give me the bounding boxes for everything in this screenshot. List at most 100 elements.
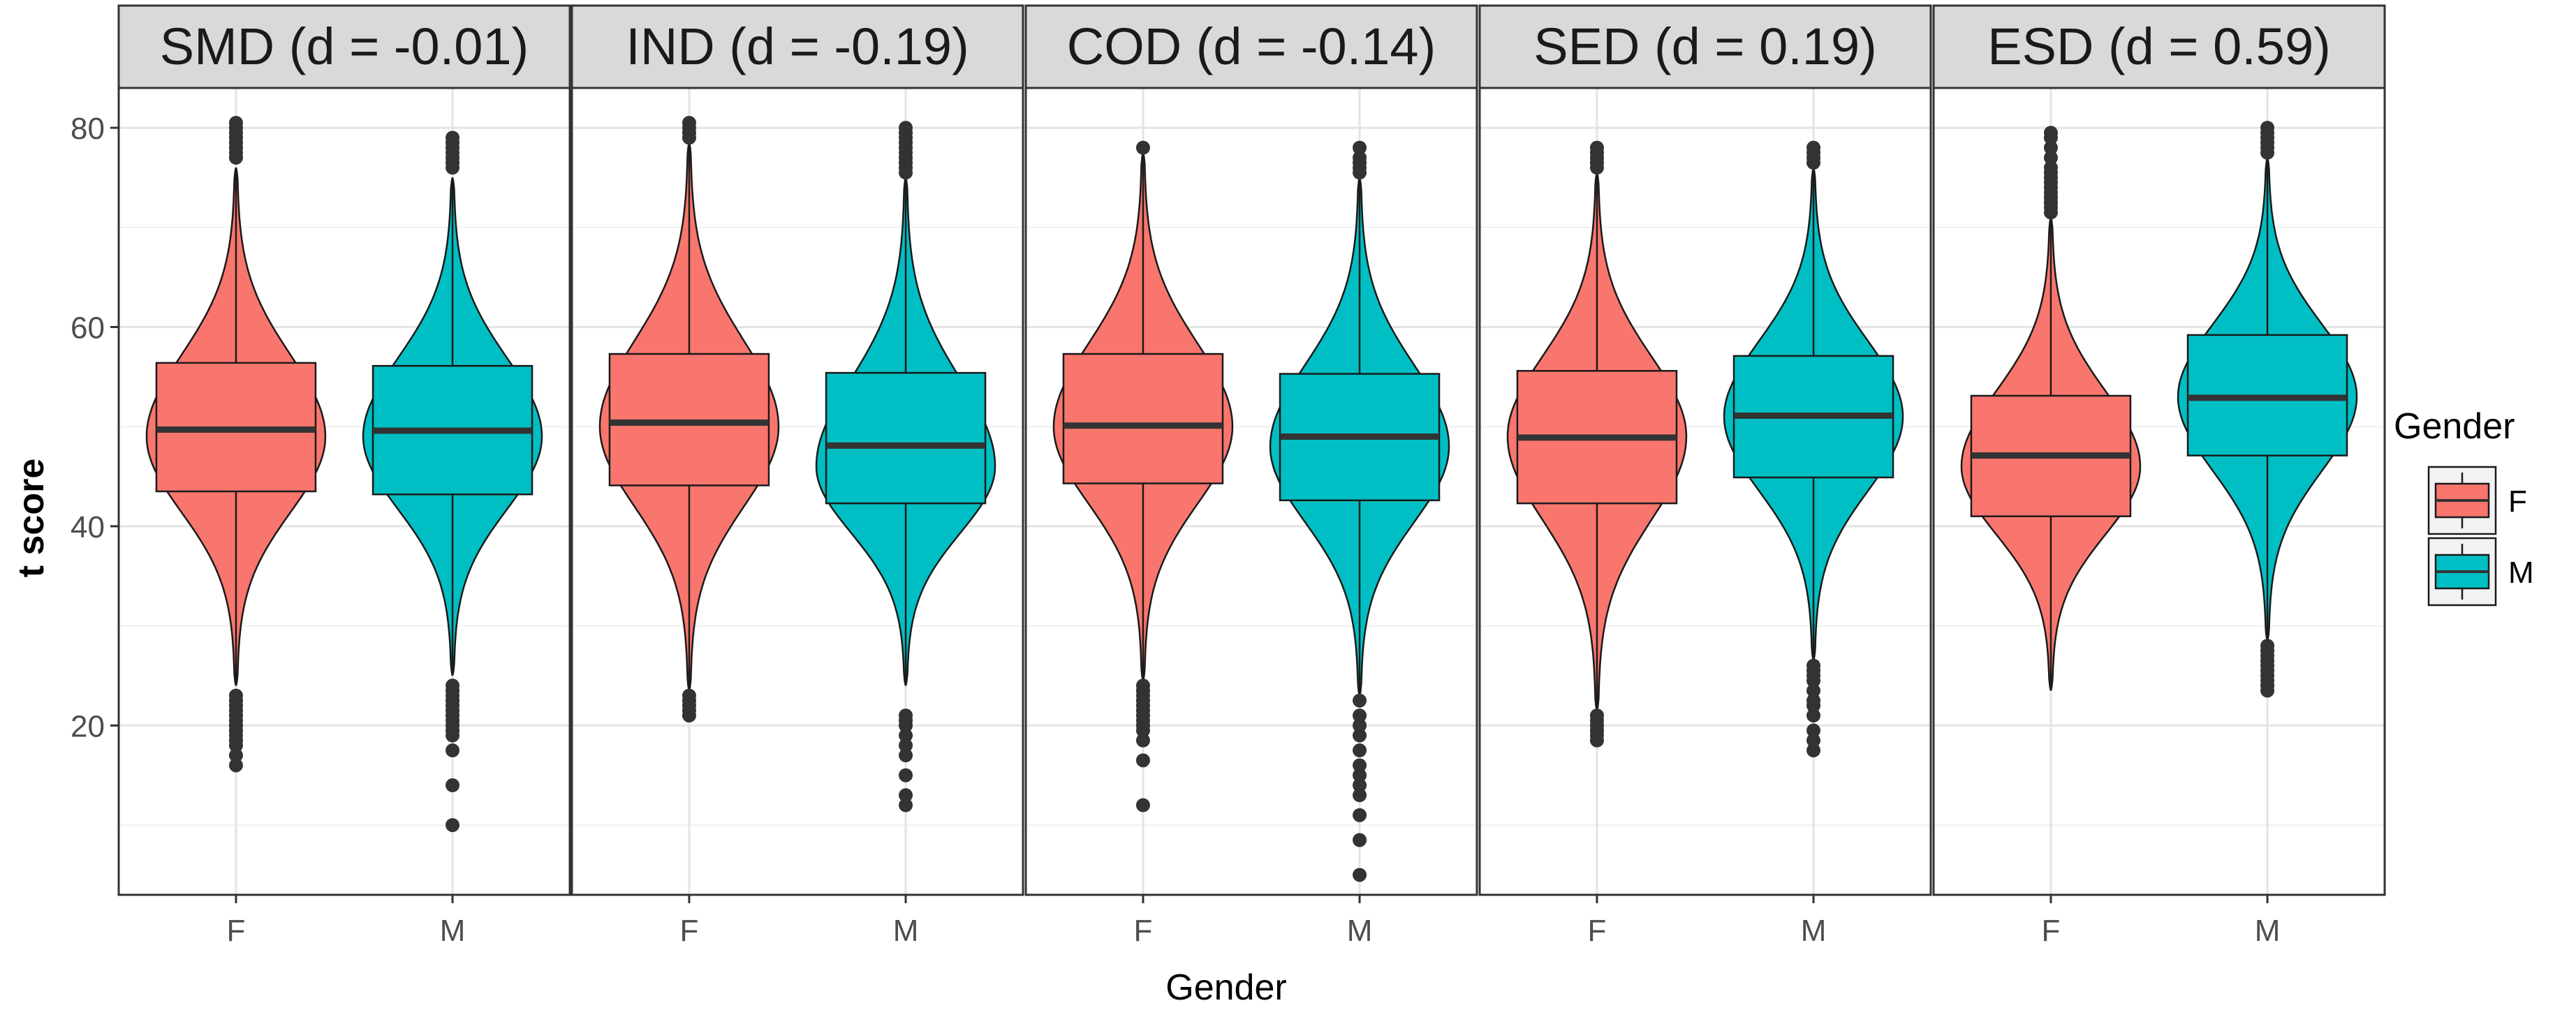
legend-label: M	[2508, 556, 2534, 590]
group-f	[1052, 140, 1234, 812]
x-tick-label: M	[1801, 914, 1827, 948]
facet-panel-3: COD (d = -0.14) F M	[1024, 4, 1478, 948]
outlier-point	[682, 115, 696, 130]
outlier-point	[1353, 768, 1367, 782]
outlier-point	[899, 768, 913, 782]
facet-strip	[1024, 4, 1478, 89]
x-tick-label: F	[227, 914, 246, 948]
outlier-point	[1353, 708, 1367, 723]
legend-key-outline	[2427, 537, 2497, 607]
outlier-point	[1353, 140, 1367, 155]
group-m	[2177, 121, 2358, 698]
outlier-point	[446, 818, 460, 833]
outlier-point	[1589, 140, 1604, 155]
outlier-point	[1806, 743, 1821, 758]
outlier-point	[1353, 718, 1367, 733]
legend-key-m: M	[2427, 537, 2534, 607]
x-axis-title: Gender	[1165, 967, 1286, 1008]
outlier-point	[1353, 728, 1367, 743]
group-m	[1723, 140, 1904, 758]
y-axis: 20 40 60 80	[71, 112, 119, 743]
facet-panel-1: SMD (d = -0.01) F M	[117, 4, 571, 948]
x-tick-label: F	[2042, 914, 2061, 948]
outlier-point	[1806, 723, 1821, 738]
outlier-point	[899, 748, 913, 763]
panel-border	[571, 87, 1024, 896]
outlier-point	[2043, 140, 2058, 155]
outlier-point	[1135, 678, 1150, 693]
facet-panel-4: SED (d = 0.19) F M	[1478, 4, 1932, 948]
facet-strip	[1478, 4, 1932, 89]
group-m	[1269, 140, 1450, 882]
outlier-point	[446, 131, 460, 145]
outlier-point	[1135, 798, 1150, 812]
outlier-point	[228, 758, 243, 773]
group-f	[1506, 140, 1688, 748]
outlier-point	[446, 743, 460, 758]
x-tick-label: M	[440, 914, 466, 948]
facet-panel-5: ESD (d = 0.59) F M	[1932, 4, 2386, 948]
x-tick-label: M	[2255, 914, 2281, 948]
panel-border	[117, 87, 571, 896]
legend: Gender F M	[2394, 406, 2534, 607]
outlier-point	[1806, 658, 1821, 673]
x-tick-label: M	[1347, 914, 1373, 948]
outlier-point	[2260, 639, 2275, 653]
outlier-point	[1806, 733, 1821, 748]
y-axis-title: t score	[11, 459, 52, 578]
outlier-point	[446, 778, 460, 793]
outlier-point	[1353, 833, 1367, 847]
outlier-point	[228, 688, 243, 703]
outlier-point	[1353, 758, 1367, 773]
outlier-point	[899, 121, 913, 135]
y-tick-label: 40	[71, 510, 105, 544]
outlier-point	[899, 788, 913, 803]
outlier-point	[899, 738, 913, 752]
outlier-point	[899, 798, 913, 812]
legend-label: F	[2508, 484, 2527, 519]
outlier-point	[2043, 150, 2058, 165]
facet-strip	[1932, 4, 2386, 89]
outlier-point	[446, 678, 460, 693]
facet-strip-label: COD (d = -0.14)	[1067, 17, 1436, 75]
facet-strip-label: SMD (d = -0.01)	[160, 17, 529, 75]
outlier-point	[899, 728, 913, 743]
group-m	[815, 121, 996, 812]
outlier-point	[1353, 743, 1367, 758]
facet-strip-label: IND (d = -0.19)	[626, 17, 969, 75]
facet-strip	[117, 4, 571, 89]
outlier-point	[1135, 733, 1150, 748]
group-f	[145, 115, 327, 773]
group-m	[362, 131, 543, 833]
outlier-point	[228, 115, 243, 130]
outlier-point	[1353, 693, 1367, 708]
facet-strip-label: ESD (d = 0.59)	[1987, 17, 2331, 75]
outlier-point	[1135, 140, 1150, 155]
outlier-point	[2043, 161, 2058, 175]
outlier-point	[1806, 693, 1821, 708]
legend-key-f: F	[2427, 466, 2527, 535]
panel-border	[1932, 87, 2386, 896]
outlier-point	[1353, 150, 1367, 165]
panel-border	[1024, 87, 1478, 896]
outlier-point	[1353, 788, 1367, 803]
legend-title: Gender	[2394, 406, 2515, 447]
x-tick-label: F	[1588, 914, 1607, 948]
facet-strip-label: SED (d = 0.19)	[1533, 17, 1877, 75]
outlier-point	[1353, 868, 1367, 882]
box-m	[825, 371, 987, 505]
outlier-point	[682, 688, 696, 703]
x-tick-label: F	[1134, 914, 1153, 948]
outlier-point	[1806, 140, 1821, 155]
outlier-point	[899, 708, 913, 723]
facet-strip	[571, 4, 1024, 89]
y-tick-label: 60	[71, 311, 105, 346]
box-f	[1062, 352, 1224, 484]
x-tick-label: F	[680, 914, 699, 948]
group-f	[1960, 126, 2142, 691]
outlier-point	[2260, 121, 2275, 135]
facet-panel-2: IND (d = -0.19) F M	[571, 4, 1024, 948]
outlier-point	[228, 748, 243, 763]
outlier-point	[1135, 753, 1150, 768]
outlier-point	[1806, 683, 1821, 698]
